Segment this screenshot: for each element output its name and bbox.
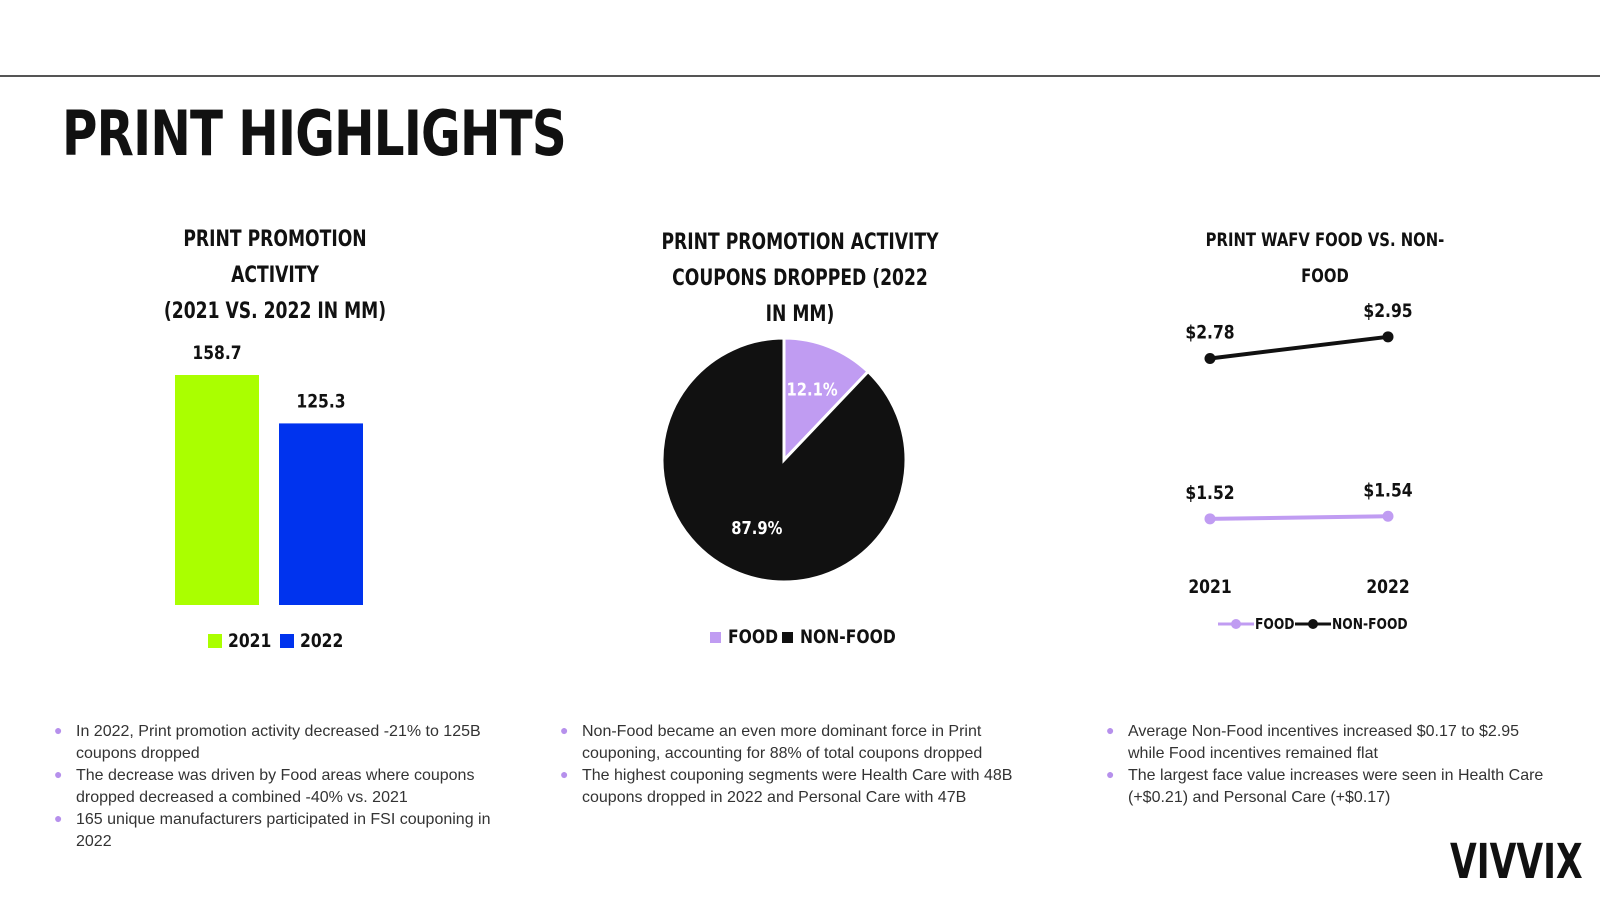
line-series-FOOD [1209, 514, 1389, 521]
pie-slice-NON-FOOD [660, 336, 908, 584]
bullet-text: 165 unique manufacturers participated in… [76, 811, 491, 850]
legend-label: FOOD [728, 627, 778, 649]
line-series-NON-FOOD [1209, 334, 1389, 361]
bar-chart-title-line-1: PRINT PROMOTION ACTIVITY [183, 227, 367, 288]
pie-chart: 12.1% 87.9% FOOD NON-FOOD [660, 336, 908, 649]
pie-chart-title-line-1: PRINT PROMOTION ACTIVITY [661, 230, 939, 255]
pie-data-label: 87.9% [731, 518, 782, 539]
legend-swatch-2022 [280, 634, 294, 648]
line-point [1382, 331, 1394, 343]
bullet-item: ● The decrease was driven by Food areas w… [54, 765, 494, 809]
legend-swatch-NON-FOOD [782, 632, 793, 643]
line-data-label: $1.54 [1363, 480, 1412, 502]
legend-marker-NON-FOOD [1308, 619, 1318, 629]
bar-2022 [279, 423, 363, 605]
bullet-item: ● Average Non-Food incentives increased $… [1106, 721, 1556, 765]
legend-marker-FOOD [1231, 619, 1241, 629]
bullet-dot-icon: ● [560, 722, 569, 738]
pie-slice-FOOD [782, 336, 871, 464]
line-data-label: $1.52 [1185, 482, 1234, 504]
vivvix-logo: VIVVIX [1450, 834, 1583, 890]
legend-label: NON-FOOD [800, 627, 896, 649]
bar-data-label: 158.7 [192, 343, 241, 365]
pie-data-label: 12.1% [786, 379, 837, 400]
pie-chart-title-line-2: COUPONS DROPPED (2022 IN MM) [672, 266, 928, 327]
bar-chart-title-line-2: (2021 VS. 2022 IN MM) [163, 299, 387, 324]
bullet-text: In 2022, Print promotion activity decrea… [76, 723, 481, 762]
pie-chart-title: PRINT PROMOTION ACTIVITY COUPONS DROPPED… [620, 225, 980, 333]
bar-data-label: 125.3 [296, 391, 345, 413]
bullet-text: Average Non-Food incentives increased $0… [1128, 723, 1520, 762]
line-chart-title: PRINT WAFV FOOD VS. NON-FOOD [1160, 222, 1490, 294]
line-point [1204, 513, 1216, 525]
legend-label: 2021 [228, 631, 271, 653]
bullet-text: The largest face value increases were se… [1128, 767, 1544, 806]
x-tick-label: 2021 [1188, 577, 1231, 599]
line-point [1382, 510, 1394, 522]
line-data-label: $2.95 [1363, 300, 1412, 322]
bullet-item: ● In 2022, Print promotion activity decre… [54, 721, 494, 765]
legend-swatch-2021 [208, 634, 222, 648]
header-rule [0, 75, 1600, 77]
legend-label: 2022 [300, 631, 343, 653]
bullet-dot-icon: ● [1106, 766, 1115, 782]
bullet-item: ● 165 unique manufacturers participated i… [54, 809, 494, 853]
page-title: PRINT HIGHLIGHTS [62, 97, 567, 170]
legend-swatch-FOOD [710, 632, 721, 643]
bullet-text: The decrease was driven by Food areas wh… [76, 767, 475, 806]
legend-label: NON-FOOD [1332, 616, 1408, 633]
line-data-label: $2.78 [1185, 322, 1234, 344]
legend-label: FOOD [1255, 616, 1294, 633]
bullet-item: ● The highest couponing segments were Hea… [560, 765, 1020, 809]
bullet-dot-icon: ● [54, 810, 63, 826]
bullets-middle: ● Non-Food became an even more dominant f… [560, 721, 1020, 809]
line-chart: $1.52 $1.54 $2.78 $2.95 2021 2022 FOOD NON-FOOD [1185, 300, 1412, 633]
bullet-dot-icon: ● [560, 766, 569, 782]
bullet-item: ● Non-Food became an even more dominant f… [560, 721, 1020, 765]
line-chart-title-line-1: PRINT WAFV FOOD VS. NON-FOOD [1205, 229, 1445, 287]
line-point [1204, 352, 1216, 364]
bullets-left: ● In 2022, Print promotion activity decre… [54, 721, 494, 853]
bar-2021 [175, 375, 259, 605]
bullet-item: ● The largest face value increases were s… [1106, 765, 1556, 809]
bullet-dot-icon: ● [54, 722, 63, 738]
bullet-dot-icon: ● [54, 766, 63, 782]
bar-chart-title: PRINT PROMOTION ACTIVITY (2021 VS. 2022 … [120, 222, 430, 330]
bullet-dot-icon: ● [1106, 722, 1115, 738]
bullets-right: ● Average Non-Food incentives increased $… [1106, 721, 1556, 809]
bar-chart: 158.7 125.3 2021 2022 [175, 343, 363, 653]
bullet-text: Non-Food became an even more dominant fo… [582, 723, 983, 762]
bullet-text: The highest couponing segments were Heal… [582, 767, 1013, 806]
x-tick-label: 2022 [1366, 577, 1409, 599]
